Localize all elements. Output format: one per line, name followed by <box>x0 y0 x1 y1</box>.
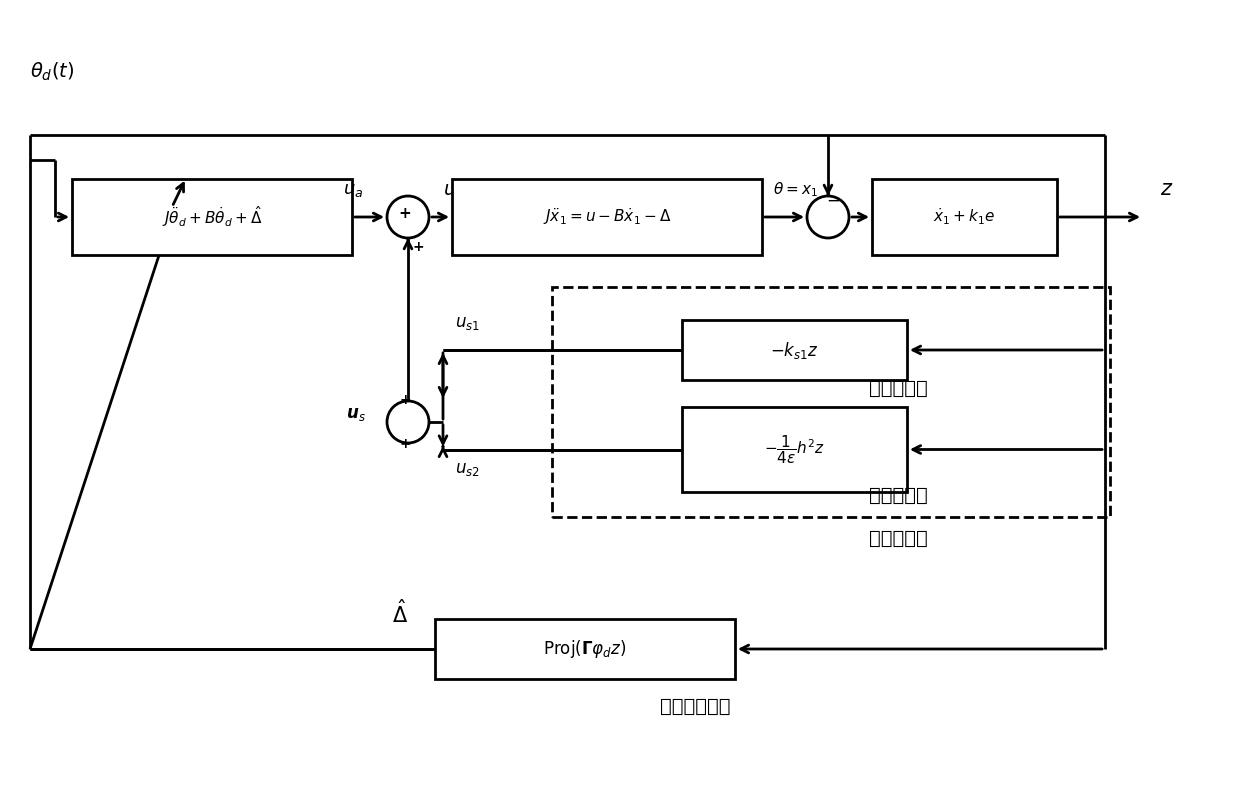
Text: $\theta_{d}(t)$: $\theta_{d}(t)$ <box>30 61 74 83</box>
Text: $-k_{s1}z$: $-k_{s1}z$ <box>770 340 818 361</box>
Text: $u_{s1}$: $u_{s1}$ <box>455 314 480 332</box>
Text: 鲁棒反馈项: 鲁棒反馈项 <box>868 486 928 504</box>
Text: 反馈稳定项: 反馈稳定项 <box>868 379 928 398</box>
FancyBboxPatch shape <box>435 619 735 679</box>
Circle shape <box>387 196 429 238</box>
Text: $z$: $z$ <box>1159 179 1173 199</box>
Text: $u_{s2}$: $u_{s2}$ <box>455 459 480 478</box>
Text: $\boldsymbol{u}_{s}$: $\boldsymbol{u}_{s}$ <box>346 405 366 423</box>
Text: +: + <box>399 437 410 451</box>
Circle shape <box>807 196 849 238</box>
Text: $\dot{x}_1+k_1 e$: $\dot{x}_1+k_1 e$ <box>934 207 996 228</box>
Text: $J\ddot{x}_1=u-B\dot{x}_1-\Delta$: $J\ddot{x}_1=u-B\dot{x}_1-\Delta$ <box>543 207 671 228</box>
Text: $u_{a}$: $u_{a}$ <box>342 181 363 199</box>
Text: +: + <box>399 393 410 407</box>
Text: $-\dfrac{1}{4\varepsilon}h^2 z$: $-\dfrac{1}{4\varepsilon}h^2 z$ <box>764 433 825 466</box>
Text: $e$: $e$ <box>873 179 887 199</box>
Text: $J\ddot{\theta}_{d}+B\dot{\theta}_{d}+\hat{\Delta}$: $J\ddot{\theta}_{d}+B\dot{\theta}_{d}+\h… <box>161 204 263 229</box>
Text: +: + <box>398 206 412 220</box>
Text: $\hat{\Delta}$: $\hat{\Delta}$ <box>392 600 408 627</box>
Text: 鲁棒控制项: 鲁棒控制项 <box>868 529 928 548</box>
Circle shape <box>387 401 429 443</box>
Text: $-$: $-$ <box>826 191 839 209</box>
FancyBboxPatch shape <box>682 320 906 380</box>
Text: 自适应控制项: 自适应控制项 <box>660 697 730 716</box>
FancyBboxPatch shape <box>682 407 906 492</box>
FancyBboxPatch shape <box>453 179 763 255</box>
Text: $u$: $u$ <box>443 180 456 199</box>
Text: +: + <box>412 240 424 254</box>
Text: $\theta=x_1$: $\theta=x_1$ <box>773 180 817 199</box>
Text: $\mathrm{Proj}(\boldsymbol{\Gamma}\varphi_{d}z)$: $\mathrm{Proj}(\boldsymbol{\Gamma}\varph… <box>543 638 626 660</box>
FancyBboxPatch shape <box>72 179 352 255</box>
FancyBboxPatch shape <box>872 179 1056 255</box>
